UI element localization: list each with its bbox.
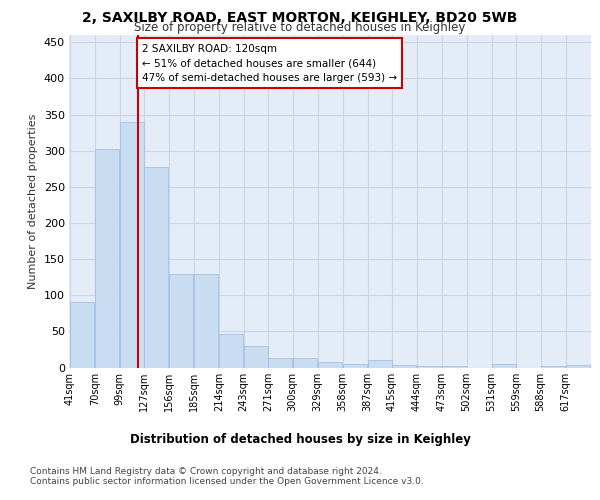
Bar bbox=[268, 358, 292, 368]
Y-axis label: Number of detached properties: Number of detached properties bbox=[28, 114, 38, 289]
Bar bbox=[144, 166, 169, 368]
Bar bbox=[343, 364, 367, 368]
Text: Contains HM Land Registry data © Crown copyright and database right 2024.: Contains HM Land Registry data © Crown c… bbox=[30, 468, 382, 476]
Bar bbox=[120, 122, 145, 368]
Bar bbox=[293, 358, 317, 368]
Text: Contains public sector information licensed under the Open Government Licence v3: Contains public sector information licen… bbox=[30, 478, 424, 486]
Bar bbox=[244, 346, 268, 368]
Bar bbox=[70, 302, 94, 368]
Bar bbox=[95, 149, 119, 368]
Text: Size of property relative to detached houses in Keighley: Size of property relative to detached ho… bbox=[134, 22, 466, 35]
Bar bbox=[194, 274, 218, 368]
Text: 2 SAXILBY ROAD: 120sqm
← 51% of detached houses are smaller (644)
47% of semi-de: 2 SAXILBY ROAD: 120sqm ← 51% of detached… bbox=[142, 44, 397, 84]
Bar bbox=[566, 366, 590, 368]
Text: 2, SAXILBY ROAD, EAST MORTON, KEIGHLEY, BD20 5WB: 2, SAXILBY ROAD, EAST MORTON, KEIGHLEY, … bbox=[82, 11, 518, 25]
Bar bbox=[169, 274, 193, 368]
Bar bbox=[491, 364, 516, 368]
Bar bbox=[541, 366, 565, 368]
Bar bbox=[318, 362, 342, 368]
Bar bbox=[442, 366, 466, 368]
Bar bbox=[368, 360, 392, 368]
Text: Distribution of detached houses by size in Keighley: Distribution of detached houses by size … bbox=[130, 432, 470, 446]
Bar bbox=[417, 366, 441, 368]
Bar bbox=[392, 366, 416, 368]
Bar bbox=[219, 334, 243, 368]
